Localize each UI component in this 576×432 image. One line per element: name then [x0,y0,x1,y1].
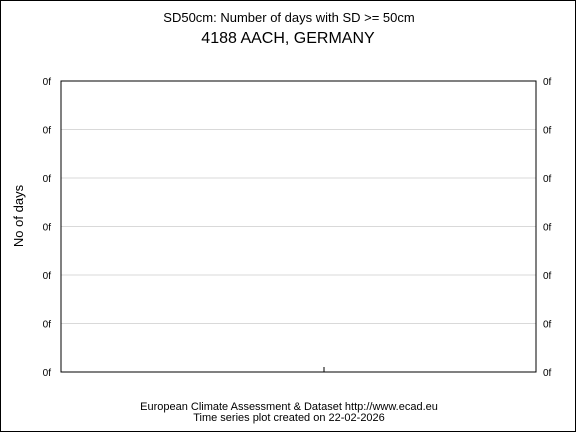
y-tick-label-left: 0f [43,223,52,234]
y-tick-label-right: 0f [543,368,552,379]
footer-source: European Climate Assessment & Dataset ht… [140,401,438,413]
y-tick-label-left: 0f [43,174,52,185]
y-tick-label-right: 0f [543,77,552,88]
plot-area [60,80,537,373]
y-tick-label-left: 0f [43,320,52,331]
chart-title: SD50cm: Number of days with SD >= 50cm [163,10,414,25]
y-tick-label-left: 0f [43,77,52,88]
y-tick-label-left: 0f [43,271,52,282]
y-tick-label-right: 0f [543,223,552,234]
grid-lines [61,129,536,324]
footer-created: Time series plot created on 22-02-2026 [193,412,385,424]
y-tick-label-left: 0f [43,368,52,379]
y-tick-label-right: 0f [543,174,552,185]
chart-subtitle: 4188 AACH, GERMANY [201,30,375,47]
y-tick-label-right: 0f [543,320,552,331]
y-tick-label-left: 0f [43,126,52,137]
y-tick-label-right: 0f [543,126,552,137]
y-tick-label-right: 0f [543,271,552,282]
y-ticks-left: 0f 0f 0f 0f 0f 0f 0f [43,77,52,379]
y-axis-label: No of days [11,184,26,247]
y-ticks-right: 0f 0f 0f 0f 0f 0f 0f [543,77,552,379]
